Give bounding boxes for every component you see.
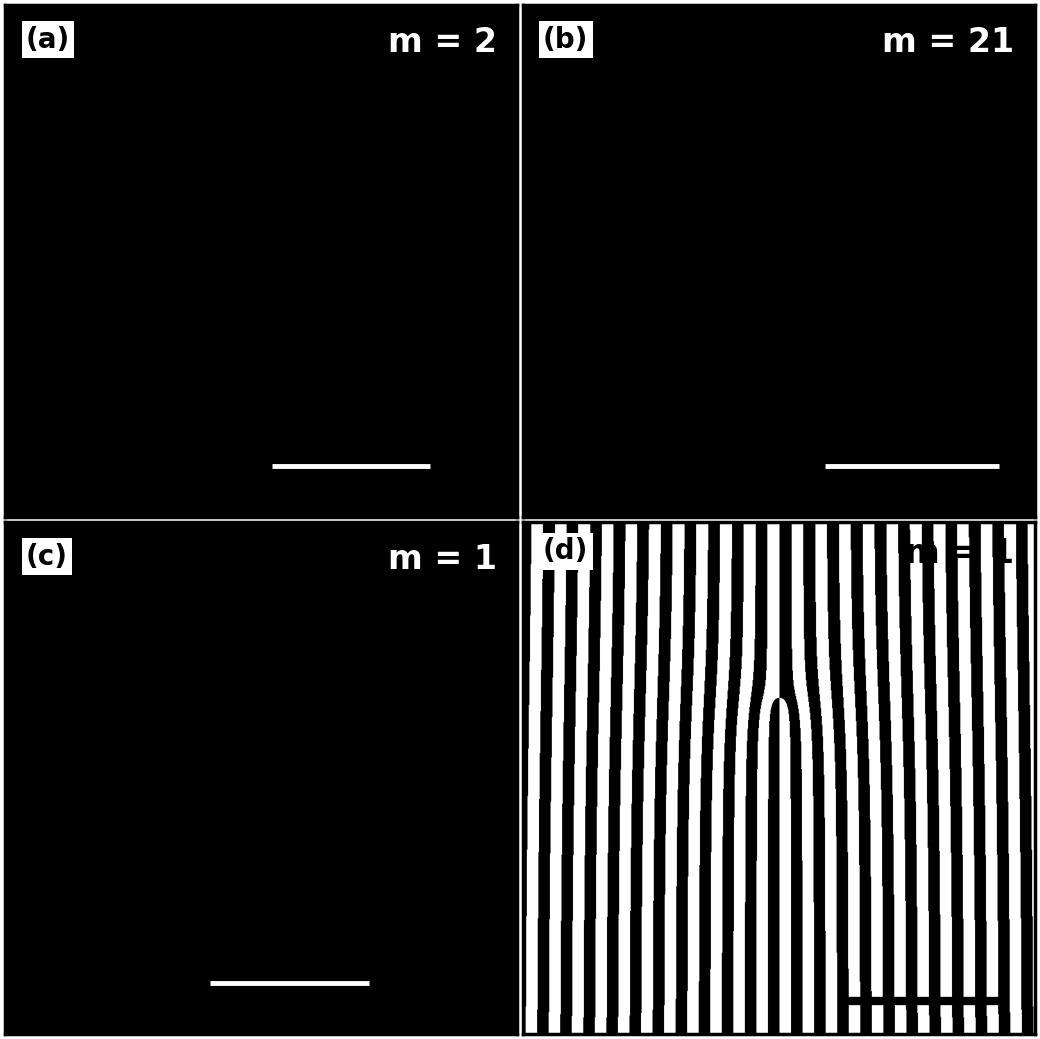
Text: m = 21: m = 21: [882, 26, 1014, 58]
Text: (b): (b): [543, 26, 589, 54]
Text: (a): (a): [26, 26, 70, 54]
Text: m = 1: m = 1: [388, 542, 497, 576]
Text: (c): (c): [26, 542, 68, 570]
Text: m = 2: m = 2: [388, 26, 497, 58]
Text: m = 1: m = 1: [905, 537, 1014, 570]
Text: (d): (d): [543, 537, 589, 565]
